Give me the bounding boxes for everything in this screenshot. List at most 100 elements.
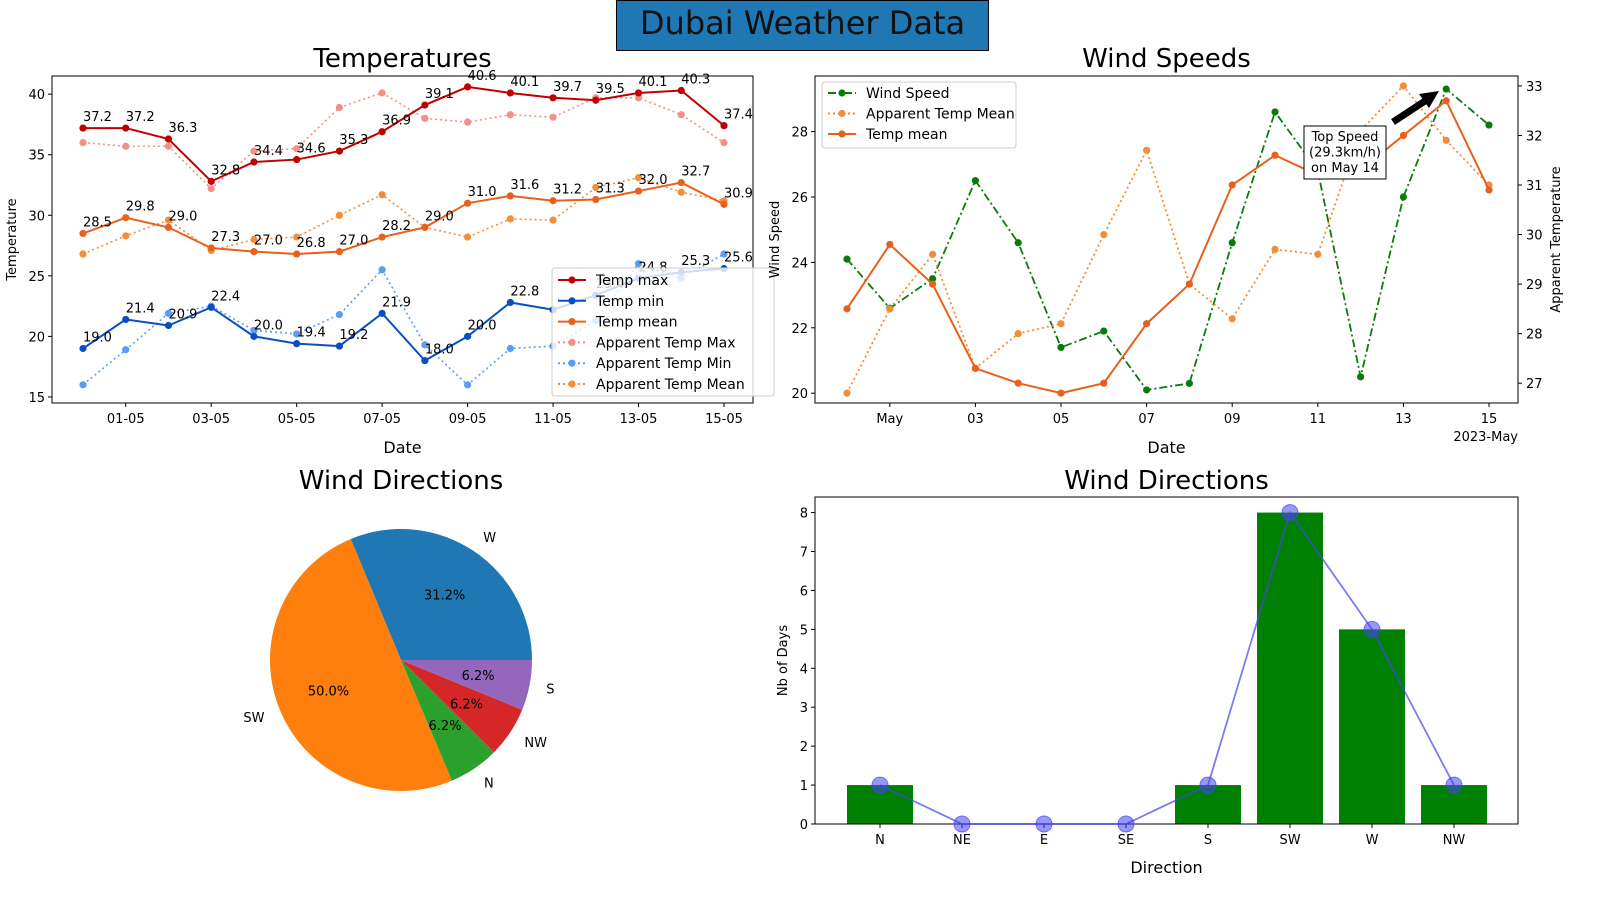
data-point-apparent-temp-max bbox=[293, 145, 301, 153]
x-tick-label: 13-05 bbox=[620, 412, 658, 427]
legend-marker bbox=[568, 318, 576, 326]
x-tick-label: NE bbox=[953, 833, 971, 848]
annotation-arrow-head bbox=[1419, 91, 1439, 108]
data-label: 18.0 bbox=[425, 343, 454, 358]
data-label: 21.9 bbox=[382, 295, 411, 310]
data-point-wind-speed bbox=[1442, 85, 1450, 93]
data-point-apparent-temp-max bbox=[378, 89, 386, 97]
annotation-text: on May 14 bbox=[1311, 161, 1379, 176]
legend-box bbox=[821, 81, 1017, 149]
data-point-temp-mean bbox=[122, 214, 130, 222]
data-point-wind-speed bbox=[1357, 373, 1365, 381]
data-point-apparent-temp-mean bbox=[293, 233, 301, 241]
data-point-apparent-temp-mean bbox=[1442, 136, 1450, 145]
pie-pct-label: 50.0% bbox=[308, 684, 349, 699]
data-point-temp-min bbox=[464, 332, 472, 340]
data-point-apparent-temp-mean bbox=[634, 174, 643, 182]
pie-pct-label: 6.2% bbox=[429, 719, 462, 734]
y-tick-label: 20 bbox=[28, 330, 45, 345]
chart-title: Wind Directions bbox=[1064, 466, 1269, 496]
y-tick-label: 28 bbox=[791, 126, 808, 141]
data-label: 34.6 bbox=[297, 142, 326, 157]
data-point-apparent-temp-max bbox=[207, 185, 215, 193]
count-point bbox=[1199, 776, 1217, 794]
legend-item: Apparent Temp Mean bbox=[866, 107, 1015, 123]
y2-tick-label: 32 bbox=[1526, 129, 1543, 144]
y-tick-label: 3 bbox=[800, 701, 808, 716]
y-tick-label: 7 bbox=[800, 546, 808, 561]
data-point-apparent-temp-min bbox=[634, 260, 643, 268]
y-tick-label: 2 bbox=[800, 740, 808, 755]
series-line-apparent-temp-mean bbox=[846, 84, 1490, 394]
data-point-temp-max bbox=[378, 128, 386, 136]
x-tick-label: NW bbox=[1443, 833, 1466, 848]
data-point-temp-mean bbox=[250, 248, 258, 256]
data-point-wind-speed bbox=[1228, 239, 1236, 247]
data-point-apparent-temp-max bbox=[506, 111, 514, 119]
data-point-temp-mean bbox=[929, 280, 937, 288]
legend-item: Wind Speed bbox=[866, 86, 950, 102]
legend-marker bbox=[838, 89, 846, 97]
data-label: 19.0 bbox=[83, 331, 112, 346]
x-axis-label: Date bbox=[383, 438, 421, 457]
data-point-temp-mean bbox=[378, 233, 386, 241]
y-tick-label: 40 bbox=[28, 88, 45, 103]
data-point-temp-min bbox=[79, 344, 87, 353]
data-point-temp-mean bbox=[506, 192, 514, 200]
x-tick-label: S bbox=[1204, 833, 1212, 848]
data-point-wind-speed bbox=[929, 275, 937, 283]
data-point-temp-max bbox=[464, 83, 472, 91]
data-point-temp-mean bbox=[592, 195, 600, 204]
data-label: 21.4 bbox=[126, 301, 155, 316]
data-point-temp-min bbox=[335, 342, 343, 350]
data-point-temp-mean bbox=[464, 199, 472, 207]
data-point-temp-mean bbox=[1485, 186, 1493, 194]
data-point-temp-mean bbox=[634, 187, 643, 195]
y-axis-label: Wind Speed bbox=[768, 201, 783, 279]
data-point-temp-max bbox=[122, 124, 130, 132]
pie-slice-n bbox=[401, 660, 495, 781]
legend-marker bbox=[568, 276, 576, 284]
data-point-apparent-temp-mean bbox=[843, 389, 851, 397]
data-label: 29.8 bbox=[126, 200, 155, 215]
data-point-wind-speed bbox=[1185, 379, 1193, 387]
x-tick-label: 03-05 bbox=[192, 412, 230, 427]
y-tick-label: 22 bbox=[791, 322, 808, 337]
data-point-temp-max bbox=[164, 135, 173, 143]
data-label: 27.0 bbox=[339, 234, 368, 249]
y-tick-label: 35 bbox=[28, 149, 45, 164]
x-tick-label: 07-05 bbox=[363, 412, 401, 427]
data-point-apparent-temp-max bbox=[164, 142, 173, 150]
x-axis-label: Direction bbox=[1130, 858, 1202, 877]
data-label: 34.4 bbox=[254, 144, 283, 159]
data-point-temp-min bbox=[164, 321, 173, 330]
data-label: 36.9 bbox=[382, 114, 411, 129]
data-point-apparent-temp-min bbox=[421, 341, 429, 349]
data-point-temp-mean bbox=[1442, 97, 1450, 105]
x-tick-label: E bbox=[1040, 833, 1048, 848]
count-point bbox=[1281, 504, 1299, 522]
y-tick-label: 4 bbox=[800, 662, 808, 677]
data-point-apparent-temp-mean bbox=[929, 250, 937, 258]
x-tick-label: 03 bbox=[967, 412, 984, 427]
data-point-temp-max bbox=[720, 122, 728, 130]
bar-w bbox=[1339, 629, 1405, 824]
data-label: 39.1 bbox=[425, 87, 454, 102]
data-label: 40.3 bbox=[681, 73, 710, 88]
data-point-apparent-temp-mean bbox=[1271, 245, 1279, 254]
data-point-temp-mean bbox=[1057, 389, 1065, 397]
data-point-temp-max bbox=[506, 89, 514, 97]
data-point-apparent-temp-max bbox=[421, 114, 429, 122]
data-point-apparent-temp-mean bbox=[1143, 146, 1151, 154]
y-tick-label: 6 bbox=[800, 584, 808, 599]
data-point-apparent-temp-mean bbox=[1057, 320, 1065, 328]
data-label: 29.0 bbox=[425, 209, 454, 224]
data-point-apparent-temp-max bbox=[79, 139, 87, 147]
data-point-apparent-temp-min bbox=[250, 326, 258, 334]
series-line-wind-speed bbox=[846, 87, 1490, 391]
data-point-temp-mean bbox=[79, 229, 87, 238]
data-point-temp-min bbox=[122, 315, 130, 324]
data-point-temp-mean bbox=[720, 200, 728, 208]
y-tick-label: 8 bbox=[800, 507, 808, 522]
annotation-arrow-shaft bbox=[1391, 98, 1427, 125]
